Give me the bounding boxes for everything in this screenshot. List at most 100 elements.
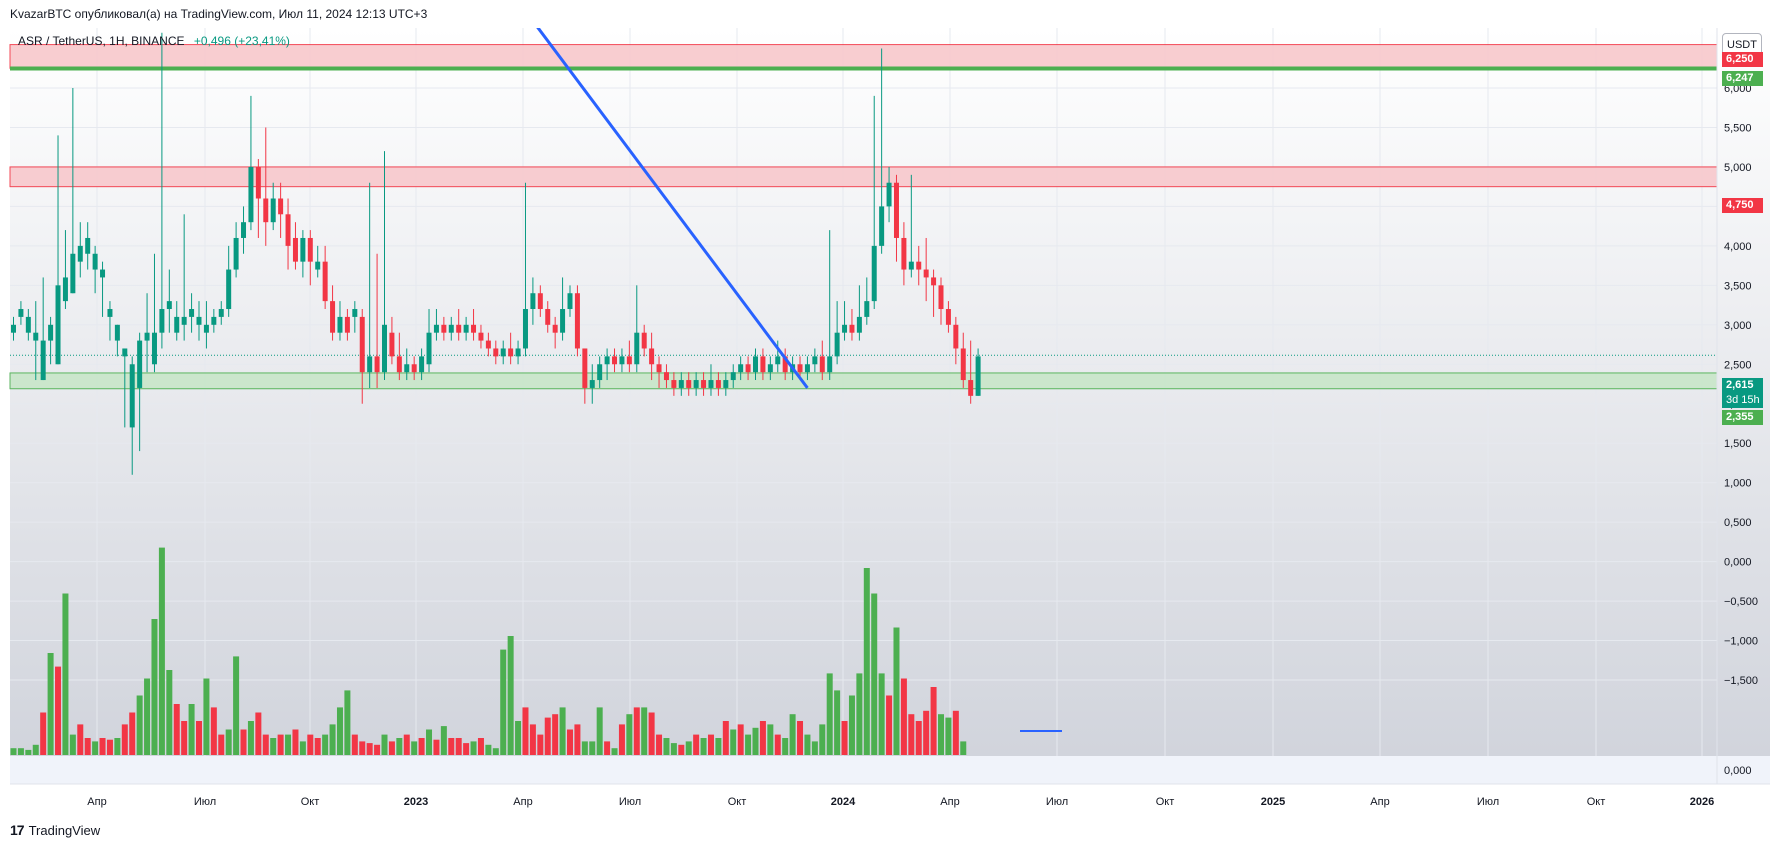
candle-body [77,245,83,262]
price-tag: 2,615 3d 15h [1722,378,1763,408]
volume-bar [759,721,766,755]
volume-bar [848,695,855,755]
candle-body [678,380,684,388]
candle-body [211,316,217,325]
candle-body [819,356,825,373]
time-axis-label: Окт [301,796,320,808]
candle-body [270,198,276,223]
volume-bar [99,738,106,755]
volume-bar [396,738,403,755]
candle-body [945,309,951,325]
candle-body [560,309,566,333]
candle-body [901,237,907,270]
candle-body [886,182,892,207]
volume-bar [322,734,329,755]
candle-body [864,301,870,317]
volume-bar [826,673,833,755]
time-axis-label: Апр [513,796,532,808]
volume-bar [136,695,143,755]
candle-body [92,253,98,270]
tradingview-logo[interactable]: 17 TradingView [10,822,100,838]
volume-bar [285,734,292,755]
volume-bar [188,704,195,755]
candle-body [203,324,209,333]
price-axis-label: 0,500 [1724,517,1752,529]
candle-body [129,364,135,428]
volume-bar [411,741,418,755]
symbol-legend[interactable]: ASR / TetherUS, 1H, BINANCE +0,496 (+23,… [18,34,290,48]
price-tag: 2,355 [1722,410,1763,425]
zone-support [9,372,1718,390]
time-axis-label: 2024 [831,796,856,808]
volume-bar [730,729,737,755]
candle-body [292,237,298,262]
volume-bar [908,714,915,755]
volume-bar [492,748,499,755]
volume-bar [77,724,84,755]
volume-bar [433,739,440,755]
candle-body [552,324,558,333]
volume-bar [878,673,885,755]
candle-body [151,332,157,365]
volume-bar [62,593,69,755]
candle-body [775,356,781,365]
volume-bar [678,744,685,755]
volume-bar [374,744,381,755]
price-tag-countdown: 3d 15h [1726,394,1760,406]
price-tag: 4,750 [1722,198,1763,213]
volume-bar [589,741,596,755]
volume-bar [656,734,663,755]
candle-body [33,332,39,341]
zone-resistance-top [9,44,1718,69]
volume-bar [158,547,165,755]
volume-bar [774,734,781,755]
candle-body [508,348,514,357]
candle-body [233,237,239,270]
volume-bar [900,678,907,755]
volume-bar [255,712,262,755]
volume-bar [403,734,410,755]
candle-body [812,356,818,365]
candle-body [70,253,76,294]
symbol-title: ASR / TetherUS, 1H, BINANCE [18,34,185,48]
candle-body [500,348,506,357]
time-axis-label: Апр [1370,796,1389,808]
volume-bar [767,724,774,755]
candle-body [122,348,128,357]
candle-body [879,206,885,246]
zones [9,44,1718,390]
price-axis-label: 5,500 [1724,122,1752,134]
candle-body [159,309,165,333]
candle-body [315,261,321,270]
volume-bar [247,721,254,755]
trendline [516,0,809,389]
volume-bar [537,734,544,755]
candle-body [218,309,224,317]
volume-bar [69,734,76,755]
volume-bar [960,741,967,755]
volume-bar [500,649,507,755]
volume-bar [559,707,566,755]
volume-bar [930,687,937,755]
volume-bar [871,593,878,755]
volume-bar [915,721,922,755]
candle-body [908,261,914,270]
time-axis-label: Июл [619,796,641,808]
candle-body [730,372,736,381]
grid-lines [10,28,1717,784]
candle-body [396,356,402,373]
candle-body [278,198,284,215]
candle-body [530,293,536,310]
candle-body [255,166,261,199]
candle-body [174,316,180,333]
candle-body [344,316,350,333]
candle-body [782,356,788,373]
time-axis: Апр Июл Окт 2023 Апр Июл Окт 2024 Апр Июл Окт 2025 А… [87,796,1714,808]
candle-body [834,332,840,357]
volume-bar [106,739,113,755]
candle-body [300,237,306,262]
candle-body [931,277,937,286]
volume-bar [581,741,588,755]
candle-body [522,309,528,349]
